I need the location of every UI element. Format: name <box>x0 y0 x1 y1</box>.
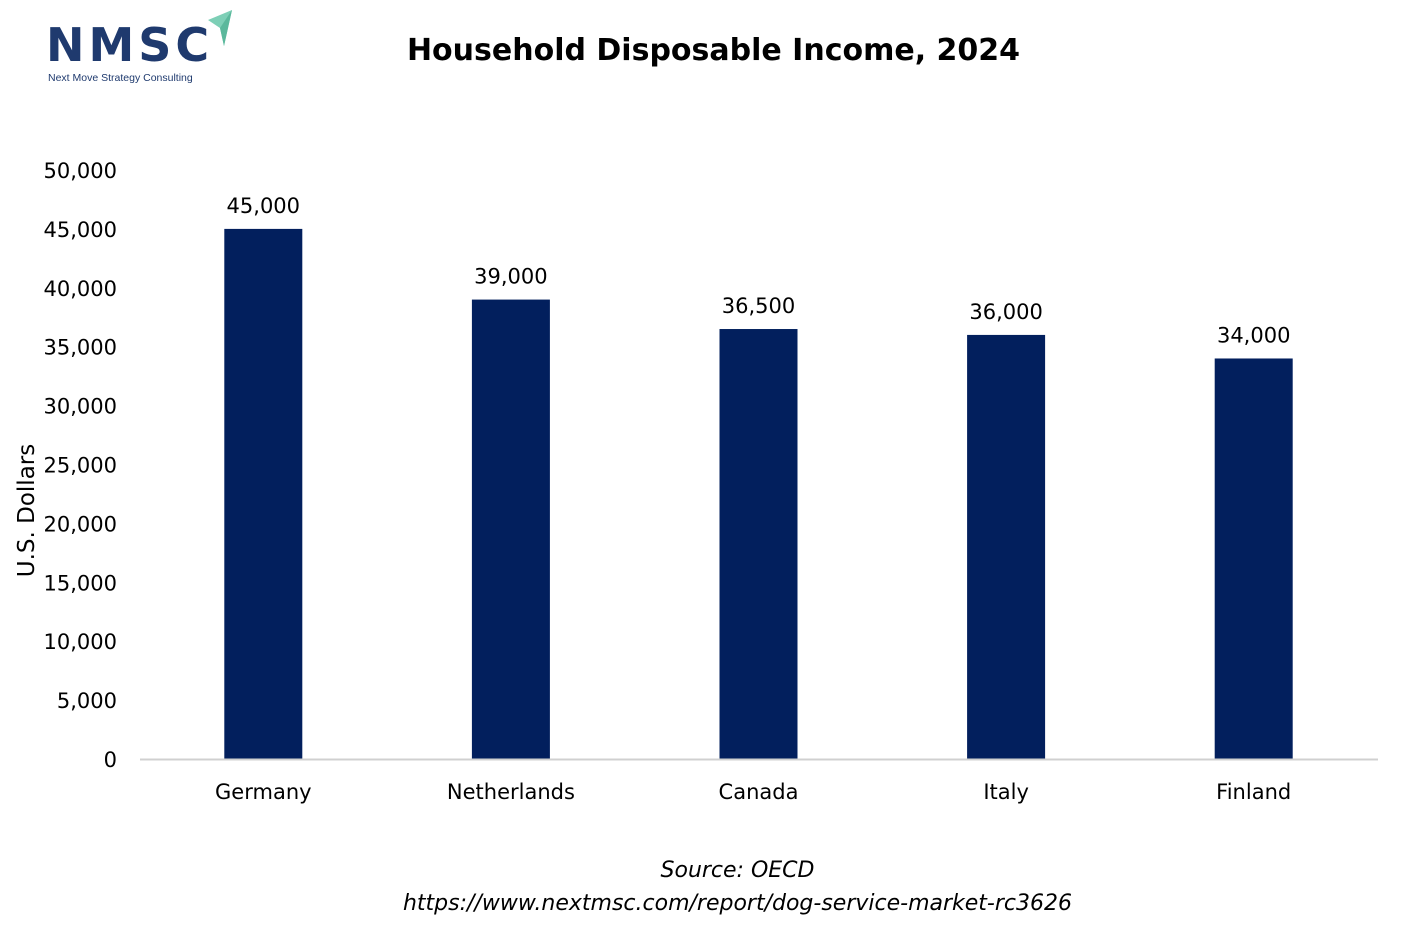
y-tick-label: 25,000 <box>44 454 117 478</box>
data-label: 34,000 <box>1217 323 1290 347</box>
y-tick-label: 40,000 <box>44 277 117 301</box>
logo-tagline: Next Move Strategy Consulting <box>48 72 193 84</box>
x-tick-label: Italy <box>983 780 1029 804</box>
data-label: 45,000 <box>227 194 300 218</box>
bar <box>719 329 798 759</box>
bar <box>967 334 1046 759</box>
data-label: 36,000 <box>969 300 1042 324</box>
y-tick-label: 0 <box>104 748 117 772</box>
bar <box>1214 358 1293 759</box>
y-tick-label: 5,000 <box>57 689 117 713</box>
arrow-icon <box>208 10 232 46</box>
bar <box>224 228 303 759</box>
source-note: Source: OECD <box>660 858 815 883</box>
y-tick-label: 20,000 <box>44 512 117 536</box>
x-tick-label: Canada <box>719 780 799 804</box>
y-tick-label: 45,000 <box>44 218 117 242</box>
data-label: 39,000 <box>474 265 547 289</box>
x-tick-label: Netherlands <box>447 780 575 804</box>
y-tick-label: 50,000 <box>44 159 117 183</box>
x-tick-label: Finland <box>1216 780 1291 804</box>
bar <box>471 299 550 759</box>
y-tick-label: 10,000 <box>44 630 117 654</box>
y-tick-label: 30,000 <box>44 395 117 419</box>
x-tick-label: Germany <box>215 780 312 804</box>
y-axis-title: U.S. Dollars <box>14 444 40 577</box>
logo-wordmark: NMSC <box>46 18 214 72</box>
y-tick-label: 35,000 <box>44 336 117 360</box>
data-label: 36,500 <box>722 294 795 318</box>
brand-logo: NMSC Next Move Strategy Consulting <box>46 8 236 88</box>
y-tick-label: 15,000 <box>44 571 117 595</box>
chart-title: Household Disposable Income, 2024 <box>406 33 1021 68</box>
source-url: https://www.nextmsc.com/report/dog-servi… <box>402 891 1072 916</box>
